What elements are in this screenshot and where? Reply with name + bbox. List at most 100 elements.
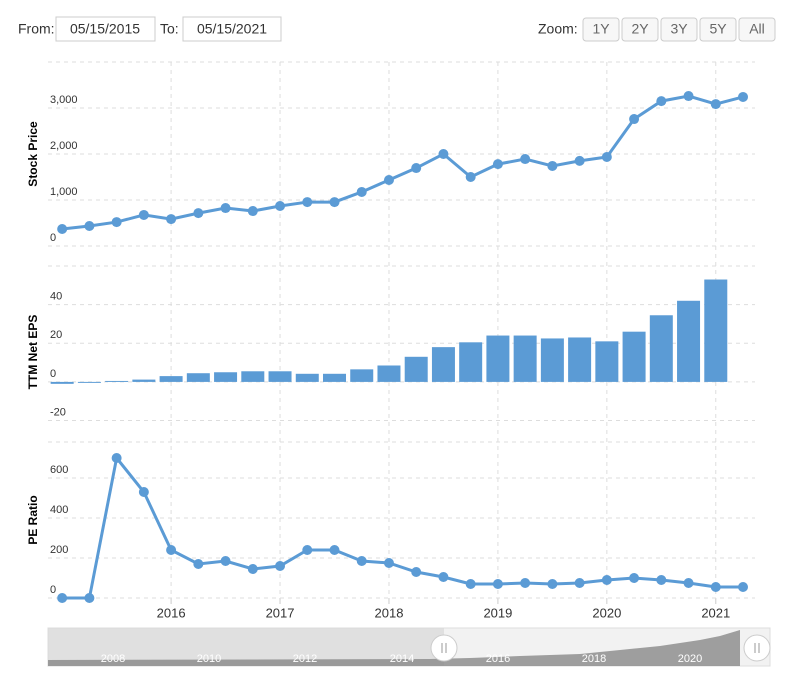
y-tick-label: -20 [50, 406, 66, 418]
data-point [275, 200, 286, 211]
y-tick-label: 3,000 [50, 94, 78, 106]
bar [159, 376, 183, 382]
zoom-button-label[interactable]: 3Y [670, 21, 688, 37]
y-tick-label: 0 [50, 232, 56, 244]
data-point [710, 99, 721, 110]
navigator-area [48, 630, 740, 666]
data-point [520, 154, 531, 165]
data-point [520, 578, 531, 588]
bar [323, 373, 347, 382]
y-axis-label: TTM Net EPS [26, 315, 40, 390]
bar [649, 315, 673, 382]
y-tick-label: 0 [50, 368, 56, 380]
data-point [383, 174, 394, 185]
data-point [438, 149, 449, 159]
data-point [220, 556, 231, 566]
bar [241, 371, 265, 382]
bar [214, 372, 238, 382]
bar [704, 279, 728, 382]
zoom-button-label[interactable]: 1Y [592, 21, 610, 37]
y-axis-label: Stock Price [26, 121, 40, 187]
y-tick-label: 0 [50, 584, 56, 596]
data-point [111, 453, 122, 463]
data-point [383, 558, 394, 568]
y-tick-label: 400 [50, 504, 68, 516]
zoom-buttons: 1Y 2Y 3Y 5Y All [582, 17, 776, 42]
data-point [193, 208, 204, 219]
data-point [629, 114, 640, 125]
data-point [547, 579, 558, 589]
data-point [574, 578, 585, 588]
data-point [492, 579, 503, 589]
data-point [356, 556, 367, 566]
navigator-handle[interactable] [430, 634, 458, 662]
data-point [438, 572, 449, 582]
y-tick-label: 40 [50, 291, 62, 303]
navigator-label: 2020 [678, 653, 702, 665]
bar [295, 373, 319, 382]
data-point [166, 214, 177, 225]
data-point [683, 578, 694, 588]
data-point [465, 172, 476, 182]
zoom-button-label[interactable]: 2Y [631, 21, 649, 37]
navigator-label: 2016 [486, 653, 510, 665]
from-value[interactable]: 05/15/2015 [70, 21, 140, 37]
data-point [193, 559, 204, 569]
data-point [84, 593, 95, 603]
data-point [411, 163, 422, 174]
from-input[interactable] [55, 16, 156, 42]
data-point [710, 582, 721, 592]
zoom-label: Zoom: [538, 21, 578, 37]
data-point [138, 487, 149, 497]
bar [622, 331, 646, 382]
data-point [84, 220, 95, 231]
to-input[interactable] [182, 16, 282, 42]
navigator-label: 2008 [101, 653, 125, 665]
data-point [247, 564, 258, 574]
y-tick-label: 20 [50, 329, 62, 341]
navigator-label: 2018 [582, 653, 606, 665]
x-tick-label: 2017 [266, 605, 295, 620]
series-line [62, 454, 744, 600]
bar [132, 379, 156, 382]
bar [486, 335, 510, 382]
bar [50, 381, 74, 384]
bar [268, 371, 292, 382]
y-tick-label: 2,000 [50, 140, 78, 152]
data-point [138, 209, 149, 220]
bar [568, 337, 592, 382]
to-label: To: [160, 21, 179, 37]
bar [105, 380, 129, 382]
data-point [656, 575, 667, 585]
data-point [57, 593, 68, 603]
data-point [220, 203, 231, 214]
data-point [329, 197, 340, 208]
bar [595, 341, 619, 382]
zoom-button[interactable] [699, 17, 737, 42]
navigator-handle[interactable] [743, 634, 771, 662]
to-value[interactable]: 05/15/2021 [197, 21, 267, 37]
zoom-button[interactable] [738, 17, 776, 42]
navigator-labels: 2008 2010 2012 2014 2016 2018 2020 [101, 653, 702, 665]
navigator-label: 2014 [390, 653, 414, 665]
x-tick-label: 2021 [701, 605, 730, 620]
bar [404, 356, 428, 382]
data-point [738, 582, 749, 592]
data-point [492, 159, 503, 170]
x-tick-label: 2018 [375, 605, 404, 620]
data-point [275, 561, 286, 571]
data-point [329, 545, 340, 555]
data-point [574, 155, 585, 166]
zoom-button-label[interactable]: All [749, 21, 765, 37]
zoom-button[interactable] [582, 17, 620, 42]
data-point [656, 96, 667, 107]
data-point [302, 545, 313, 555]
zoom-button[interactable] [621, 17, 659, 42]
y-tick-label: 1,000 [50, 186, 78, 198]
navigator-label: 2010 [197, 653, 221, 665]
handle-grip [441, 643, 447, 653]
zoom-button[interactable] [660, 17, 698, 42]
data-point [629, 573, 640, 583]
zoom-button-label[interactable]: 5Y [709, 21, 727, 37]
